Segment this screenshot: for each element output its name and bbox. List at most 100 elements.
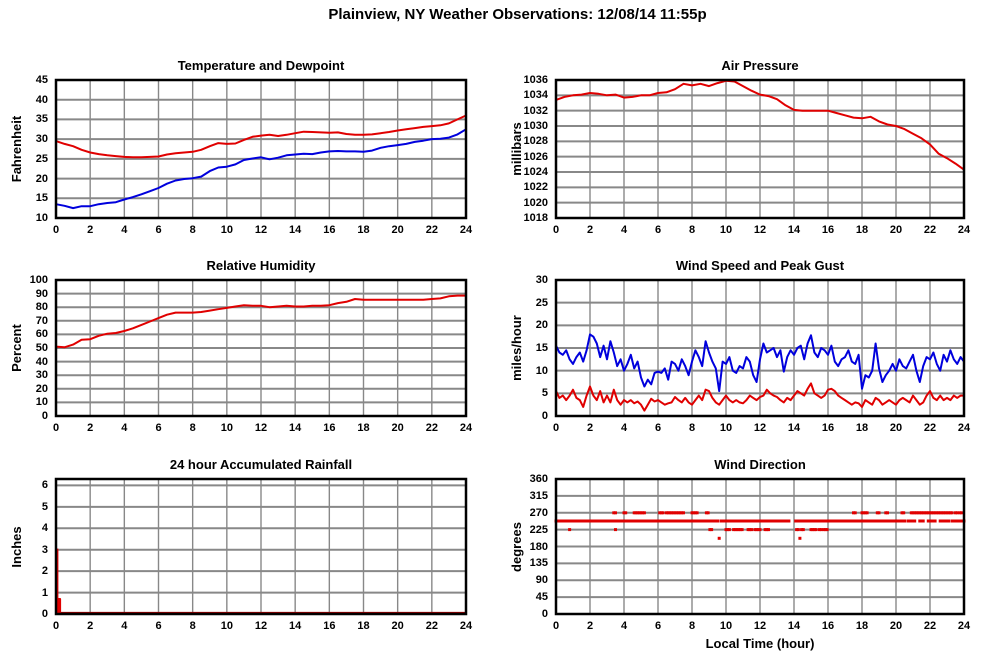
x-tick-label: 18 [855, 422, 869, 434]
y-tick-label: 1034 [523, 89, 548, 102]
x-tick-label: 6 [654, 224, 662, 236]
x-tick-label: 16 [323, 224, 336, 236]
y-tick-label: 45 [535, 591, 548, 604]
x-tick-label: 0 [52, 422, 60, 434]
y-tick-label: 2 [41, 565, 48, 578]
x-tick-label: 6 [155, 422, 162, 434]
x-tick-label: 6 [155, 620, 162, 632]
x-axis-label: Local Time (hour) [705, 636, 815, 651]
y-tick-label: 25 [535, 296, 548, 309]
x-tick-label: 4 [620, 224, 628, 236]
x-tick-label: 6 [654, 620, 662, 632]
x-tick-label: 20 [391, 620, 404, 632]
y-tick-label: 3 [41, 543, 48, 556]
peak-gust-line [555, 333, 965, 393]
x-tick-label: 0 [552, 224, 560, 236]
x-tick-label: 8 [688, 224, 696, 236]
humidity-line [55, 294, 466, 349]
y-tick-label: 10 [35, 396, 48, 409]
x-tick-label: 12 [753, 422, 767, 434]
plot-area [54, 278, 468, 418]
y-tick-label: 30 [35, 369, 48, 382]
y-tick-label: 225 [529, 523, 548, 536]
x-tick-label: 16 [821, 620, 835, 632]
dewpoint-line [55, 128, 467, 210]
y-tick-label: 40 [35, 93, 48, 106]
x-tick-label: 24 [957, 422, 971, 434]
x-tick-label: 2 [87, 224, 94, 236]
y-tick-label: 80 [35, 301, 48, 314]
x-tick-label: 20 [391, 422, 404, 434]
x-tick-label: 10 [719, 422, 733, 434]
x-tick-label: 18 [357, 620, 370, 632]
x-tick-label: 8 [189, 224, 196, 236]
x-tick-label: 10 [220, 620, 233, 632]
gridlines [556, 479, 964, 614]
y-tick-label: 360 [529, 473, 548, 485]
y-tick-label: 5 [41, 500, 48, 513]
x-tick-label: 4 [620, 422, 628, 434]
chart-title: 24 hour Accumulated Rainfall [169, 457, 353, 472]
plot-border [54, 477, 468, 616]
pressure-line [555, 79, 965, 171]
plot-area [554, 477, 966, 616]
plot-border [54, 78, 468, 220]
x-tick-label: 2 [87, 620, 94, 632]
y-tick-label: 10 [535, 364, 548, 377]
x-tick-label: 24 [459, 422, 473, 434]
x-tick-label: 0 [552, 620, 560, 632]
x-tick-label: 2 [586, 620, 594, 632]
y-tick-label: 180 [529, 540, 548, 553]
x-tick-label: 20 [391, 224, 404, 236]
y-tick-label: 40 [35, 355, 48, 368]
x-tick-label: 6 [654, 422, 662, 434]
x-tick-label: 4 [121, 620, 128, 632]
x-tick-label: 10 [719, 224, 733, 236]
y-tick-label: 1024 [523, 166, 548, 178]
plot-area [554, 78, 966, 220]
y-tick-label: 100 [29, 274, 48, 286]
y-tick-label: 90 [35, 287, 48, 300]
x-tick-label: 4 [121, 422, 128, 434]
y-tick-label: 1 [41, 586, 48, 599]
x-tick-label: 20 [889, 620, 903, 632]
y-tick-label: 1022 [523, 181, 548, 194]
y-tick-label: 315 [529, 489, 548, 502]
x-tick-label: 8 [189, 620, 196, 632]
x-tick-label: 0 [552, 422, 560, 434]
x-tick-label: 12 [254, 224, 268, 236]
x-tick-label: 12 [254, 422, 268, 434]
x-tick-label: 22 [923, 224, 937, 236]
x-tick-label: 22 [425, 620, 438, 632]
x-tick-label: 16 [821, 422, 835, 434]
y-tick-label: 6 [41, 479, 48, 492]
y-tick-label: 35 [35, 113, 48, 126]
y-tick-label: 1032 [523, 104, 548, 117]
plot-border [54, 278, 468, 418]
gridlines [56, 479, 466, 614]
y-tick-label: 5 [541, 387, 548, 400]
x-tick-label: 18 [855, 224, 869, 236]
x-tick-label: 2 [586, 422, 594, 434]
y-tick-label: 15 [35, 192, 48, 205]
y-tick-label: 0 [541, 410, 548, 422]
y-tick-label: 1028 [523, 135, 548, 148]
x-tick-label: 12 [753, 224, 767, 236]
x-tick-label: 20 [889, 422, 903, 434]
x-tick-label: 22 [923, 620, 937, 632]
x-tick-label: 18 [357, 422, 370, 434]
plot-area [54, 78, 468, 220]
x-tick-label: 14 [787, 620, 801, 632]
y-tick-label: 4 [41, 522, 48, 535]
x-tick-label: 14 [289, 422, 302, 434]
chart-title: Wind Direction [714, 457, 806, 472]
x-tick-label: 12 [254, 620, 268, 632]
x-tick-label: 8 [189, 422, 196, 434]
x-tick-label: 22 [425, 422, 438, 434]
x-tick-label: 18 [855, 620, 869, 632]
plot-border [554, 477, 966, 616]
y-tick-label: 60 [35, 328, 48, 341]
x-tick-label: 0 [52, 620, 60, 632]
x-tick-label: 2 [586, 224, 594, 236]
